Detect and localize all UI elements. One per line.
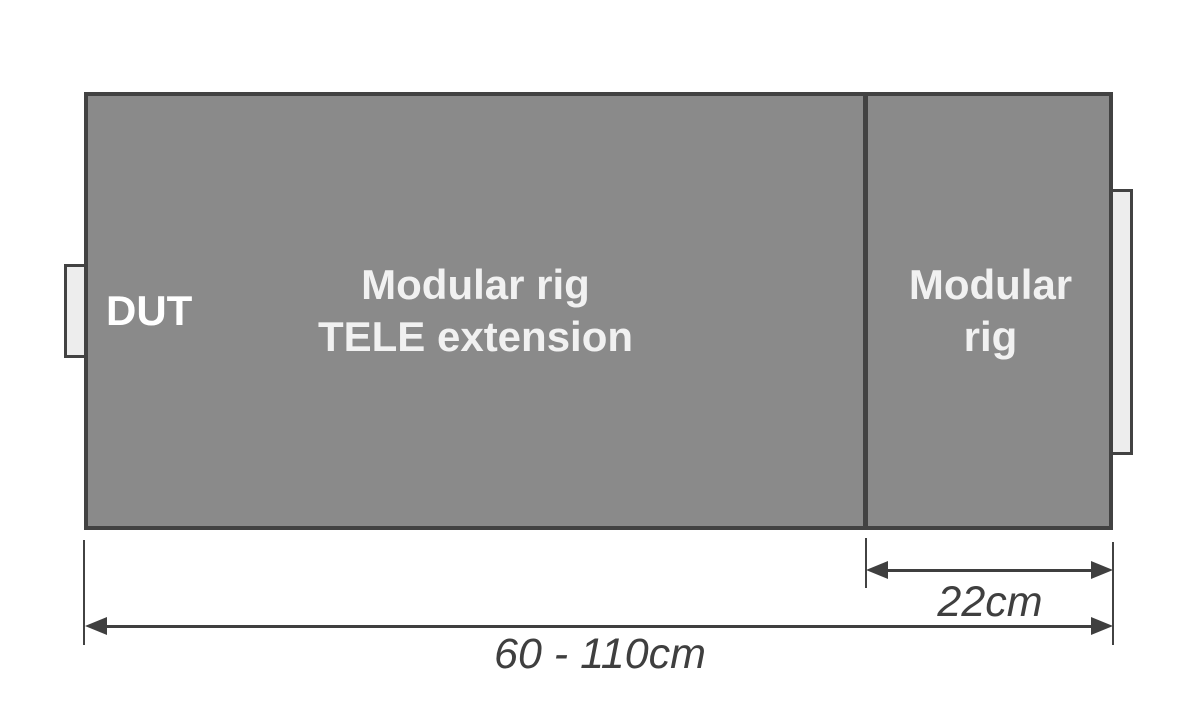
extension-line-right bbox=[1112, 542, 1114, 645]
rig-width-dimension-label: 22cm bbox=[937, 578, 1043, 626]
rig-rear-connector-tab bbox=[1110, 189, 1133, 455]
extension-line-left bbox=[83, 540, 85, 645]
dut-label: DUT bbox=[106, 287, 193, 334]
modular-rig-label: Modular rig bbox=[868, 92, 1113, 530]
total-width-dimension-label: 60 - 110cm bbox=[494, 630, 706, 678]
tele-extension-label-line2: TELE extension bbox=[317, 313, 634, 360]
rig-width-dimension-arrow bbox=[866, 561, 1113, 579]
arrow-shaft bbox=[101, 625, 1097, 628]
arrow-shaft bbox=[882, 569, 1097, 572]
tele-extension-label-line1: Modular rig bbox=[361, 261, 590, 308]
modular-rig-label-line1: Modular bbox=[908, 261, 1073, 308]
total-width-dimension-arrow bbox=[85, 617, 1113, 635]
arrow-right-icon bbox=[1091, 617, 1113, 635]
rig-assembly-body bbox=[84, 92, 1113, 530]
arrow-right-icon bbox=[1091, 561, 1113, 579]
arrow-left-icon bbox=[85, 617, 107, 635]
module-divider-line bbox=[863, 92, 868, 530]
tele-extension-label: Modular rig TELE extension bbox=[88, 92, 863, 530]
modular-rig-label-line2: rig bbox=[963, 313, 1018, 360]
arrow-left-icon bbox=[866, 561, 888, 579]
